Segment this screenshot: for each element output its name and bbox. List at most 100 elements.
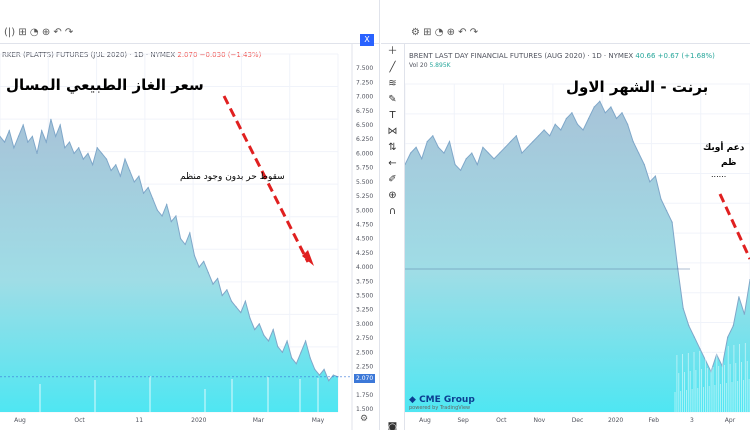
right-annotation-line2: ظم: [721, 158, 737, 168]
x-tick-label: 2020: [608, 417, 623, 424]
data-point: [487, 152, 490, 154]
data-point: [189, 232, 191, 234]
fib-icon[interactable]: ≋: [388, 78, 397, 89]
zoom-icon[interactable]: ⊕: [388, 190, 397, 201]
x-tick-label: Aug: [14, 417, 26, 424]
data-point: [295, 363, 297, 365]
data-point: [437, 146, 439, 148]
data-point: [263, 334, 265, 336]
data-point: [147, 186, 149, 189]
data-point: [166, 203, 168, 206]
data-point: [68, 141, 71, 143]
x-tick-label: 11: [135, 417, 143, 424]
x-tick-label: 2020: [191, 417, 206, 424]
left-chart-panel: (|) ⊞ ◔ ⊕ ↶ ↷ RKER (PLATTS) FUTURES (JUL…: [0, 0, 380, 430]
data-point: [482, 146, 484, 148]
area-fill: [0, 119, 338, 413]
back-arrow-icon[interactable]: ←: [388, 158, 397, 169]
data-point: [258, 323, 260, 325]
data-point: [152, 198, 154, 200]
data-point: [170, 221, 172, 223]
x-tick-label: 3: [690, 417, 694, 424]
data-point: [138, 175, 140, 177]
y-tick-label: 7.500: [356, 65, 373, 72]
y-tick-label: 6.750: [356, 108, 373, 115]
data-point: [649, 181, 651, 183]
data-point: [526, 146, 529, 148]
crosshair-icon[interactable]: ＋: [387, 46, 398, 57]
x-tick-label: Oct: [74, 417, 85, 424]
left-toolbar: (|) ⊞ ◔ ⊕ ↶ ↷: [0, 0, 379, 44]
data-point: [78, 147, 80, 149]
y-tick-label: 6.500: [356, 122, 373, 129]
right-toolbar: ⚙ ⊞ ◔ ⊕ ↶ ↷: [381, 0, 750, 44]
data-point: [332, 374, 334, 376]
red-arrow-head: [302, 250, 314, 266]
right-legend: BRENT LAST DAY FINANCIAL FUTURES (AUG 20…: [409, 52, 715, 60]
right-chart-panel: ⚙ ⊞ ◔ ⊕ ↶ ↷ ＋ ╱ ≋ ✎ T ⋈ ⇅ ← ✐ ⊕ ∩ ◙ BREN…: [381, 0, 750, 430]
camera-icon[interactable]: ◙: [387, 422, 398, 430]
data-point: [454, 163, 456, 166]
trendline-icon[interactable]: ╱: [389, 62, 396, 73]
data-point: [124, 158, 126, 160]
data-point: [64, 147, 66, 149]
data-point: [671, 221, 673, 223]
left-arabic-title: سعر الغاز الطبيعي المسال: [6, 76, 204, 94]
right-toolbar-icons[interactable]: ⚙ ⊞ ◔ ⊕ ↶ ↷: [411, 27, 479, 38]
data-point: [532, 140, 534, 143]
data-point: [193, 255, 196, 257]
ruler-icon[interactable]: ✐: [388, 174, 397, 185]
data-point: [8, 130, 10, 132]
data-point: [415, 146, 417, 148]
area-line: [0, 119, 339, 382]
data-point: [565, 117, 567, 120]
left-last-price-tag: 2.070: [354, 374, 376, 383]
data-point: [699, 348, 701, 350]
data-point: [677, 267, 679, 269]
data-point: [323, 368, 325, 370]
data-point: [207, 272, 209, 274]
data-point: [13, 147, 15, 149]
y-tick-label: 4.750: [356, 221, 373, 228]
data-point: [254, 329, 256, 331]
data-point: [638, 152, 640, 154]
gear-icon[interactable]: ⚙: [360, 414, 369, 424]
data-point: [31, 135, 34, 137]
data-point: [226, 289, 228, 291]
volume-legend: Vol 20 5.895K: [409, 62, 451, 69]
data-point: [610, 106, 612, 108]
right-arabic-title: برنت - الشهر الاول: [566, 78, 709, 96]
magnet-icon[interactable]: ∩: [388, 206, 397, 217]
y-tick-label: 2.500: [356, 349, 373, 356]
left-area-chart[interactable]: Aug Oct 11 2020 Mar May 7.500 7.250 7.000 6.750 6.…: [0, 44, 380, 430]
data-point: [45, 141, 47, 143]
data-point: [498, 152, 501, 154]
y-tick-label: 1.500: [356, 406, 373, 413]
data-point: [240, 311, 242, 314]
measure-icon[interactable]: ⇅: [388, 142, 397, 153]
right-area-chart[interactable]: Aug Sep Oct Nov Dec 2020 Feb 3 Apr: [405, 44, 750, 430]
data-point: [119, 175, 121, 177]
data-point: [309, 357, 311, 359]
brush-icon[interactable]: ✎: [388, 94, 397, 105]
data-point: [161, 215, 163, 217]
text-icon[interactable]: T: [389, 110, 396, 121]
x-tick-label: Mar: [253, 417, 265, 424]
data-point: [92, 164, 94, 166]
close-button[interactable]: X: [360, 34, 374, 46]
right-annotation-line1: دعم أوبك: [703, 143, 745, 153]
data-point: [732, 325, 734, 327]
pattern-icon[interactable]: ⋈: [387, 126, 398, 137]
data-point: [471, 152, 473, 154]
x-tick-label: Oct: [496, 417, 507, 424]
left-legend: RKER (PLATTS) FUTURES (JUL 2020) · 1D · …: [2, 51, 261, 59]
data-point: [543, 129, 545, 131]
data-point: [156, 209, 159, 211]
left-toolbar-icons[interactable]: (|) ⊞ ◔ ⊕ ↶ ↷: [4, 27, 74, 38]
data-point: [632, 140, 634, 143]
data-point: [115, 164, 117, 166]
data-point: [421, 158, 423, 160]
data-point: [4, 141, 6, 143]
red-arrow-line: [222, 95, 310, 263]
data-point: [304, 340, 307, 342]
